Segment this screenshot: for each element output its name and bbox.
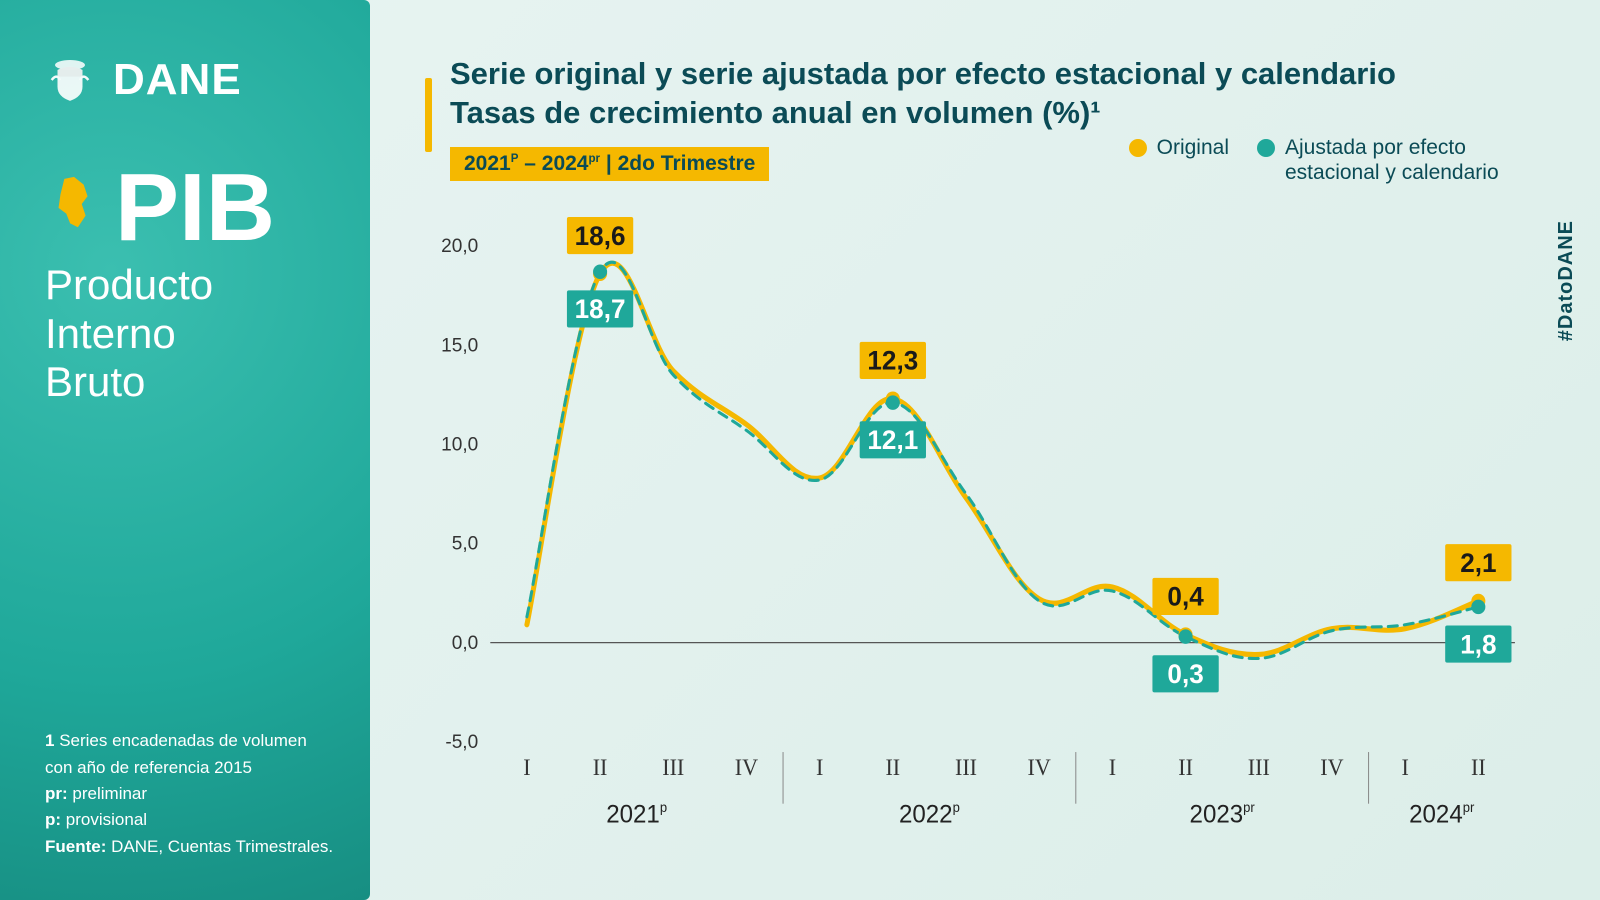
svg-text:20,0: 20,0	[441, 235, 478, 257]
svg-text:0,4: 0,4	[1167, 581, 1204, 611]
main: Serie original y serie ajustada por efec…	[370, 0, 1600, 900]
swatch-ajustada	[1257, 139, 1275, 157]
footnotes: 1 Series encadenadas de volumen con año …	[45, 728, 335, 860]
svg-text:I: I	[523, 754, 530, 779]
svg-text:II: II	[1471, 754, 1486, 779]
chart: -5,0 0,0 5,0 10,0 15,0 20,0 18,6 18,7 12,3 12,1 0,…	[425, 215, 1530, 845]
footnote-p: p: provisional	[45, 807, 335, 833]
title-line1: Serie original y serie ajustada por efec…	[450, 56, 1396, 91]
legend-ajustada: Ajustada por efecto estacional y calenda…	[1257, 135, 1515, 185]
svg-text:12,3: 12,3	[867, 345, 918, 375]
svg-text:0,0: 0,0	[452, 632, 479, 654]
svg-text:III: III	[662, 754, 684, 779]
svg-text:1,8: 1,8	[1460, 629, 1496, 659]
period-chip: 2021P – 2024pr | 2do Trimestre	[450, 147, 769, 181]
pib-row: PIB	[45, 165, 335, 251]
title-line2: Tasas de crecimiento anual en volumen (%…	[450, 95, 1101, 130]
svg-text:IV: IV	[735, 754, 758, 779]
title-accent-bar	[425, 78, 432, 152]
hashtag: #DatoDANE	[1555, 220, 1578, 341]
svg-text:IV: IV	[1028, 754, 1051, 779]
colombia-map-icon	[45, 175, 103, 233]
pib-line2: Interno	[45, 310, 335, 358]
p-text: provisional	[66, 810, 147, 829]
svg-text:12,1: 12,1	[867, 425, 918, 455]
svg-text:18,7: 18,7	[575, 294, 626, 324]
svg-text:15,0: 15,0	[441, 334, 478, 356]
legend-ajustada-label: Ajustada por efecto estacional y calenda…	[1285, 135, 1515, 185]
svg-text:0,3: 0,3	[1167, 659, 1203, 689]
brand-row: DANE	[45, 55, 335, 105]
svg-text:I: I	[816, 754, 823, 779]
svg-text:II: II	[593, 754, 608, 779]
pib-full: Producto Interno Bruto	[45, 261, 335, 406]
chart-title: Serie original y serie ajustada por efec…	[450, 55, 1540, 133]
chip-post: | 2do Trimestre	[600, 152, 755, 175]
svg-text:18,6: 18,6	[575, 220, 626, 250]
brand-name: DANE	[113, 55, 242, 105]
chip-sup2: pr	[589, 153, 601, 165]
svg-text:2021p: 2021p	[606, 800, 667, 829]
swatch-original	[1129, 139, 1147, 157]
fuente-text: DANE, Cuentas Trimestrales.	[111, 837, 333, 856]
svg-text:III: III	[1248, 754, 1270, 779]
footnote-1: 1 Series encadenadas de volumen con año …	[45, 728, 335, 781]
svg-text:-5,0: -5,0	[445, 731, 478, 753]
legend: Original Ajustada por efecto estacional …	[1129, 135, 1515, 185]
pr-label: pr:	[45, 784, 68, 803]
pib-line1: Producto	[45, 261, 335, 309]
svg-text:I: I	[1109, 754, 1116, 779]
chip-pre: 2021	[464, 152, 511, 175]
chip-mid: – 2024	[518, 152, 588, 175]
svg-text:2022p: 2022p	[899, 800, 960, 829]
svg-text:IV: IV	[1320, 754, 1343, 779]
fuente-label: Fuente:	[45, 837, 106, 856]
svg-text:2024pr: 2024pr	[1409, 800, 1475, 829]
svg-text:II: II	[1178, 754, 1193, 779]
svg-text:I: I	[1401, 754, 1408, 779]
footnote-1-num: 1	[45, 731, 54, 750]
pib-acronym: PIB	[115, 165, 275, 251]
chart-svg: -5,0 0,0 5,0 10,0 15,0 20,0 18,6 18,7 12,3 12,1 0,…	[425, 215, 1530, 845]
svg-text:III: III	[955, 754, 977, 779]
coat-of-arms-icon	[45, 55, 95, 105]
svg-text:II: II	[885, 754, 900, 779]
footnote-pr: pr: preliminar	[45, 781, 335, 807]
pib-line3: Bruto	[45, 358, 335, 406]
legend-original-label: Original	[1157, 135, 1229, 160]
p-label: p:	[45, 810, 61, 829]
pr-text: preliminar	[72, 784, 147, 803]
svg-text:10,0: 10,0	[441, 433, 478, 455]
footnote-source: Fuente: DANE, Cuentas Trimestrales.	[45, 834, 335, 860]
sidebar: DANE PIB Producto Interno Bruto 1 Series…	[0, 0, 370, 900]
svg-text:5,0: 5,0	[452, 532, 479, 554]
svg-text:2,1: 2,1	[1460, 548, 1496, 578]
svg-text:2023pr: 2023pr	[1190, 800, 1256, 829]
footnote-1-text: Series encadenadas de volumen con año de…	[45, 731, 307, 776]
legend-original: Original	[1129, 135, 1229, 160]
